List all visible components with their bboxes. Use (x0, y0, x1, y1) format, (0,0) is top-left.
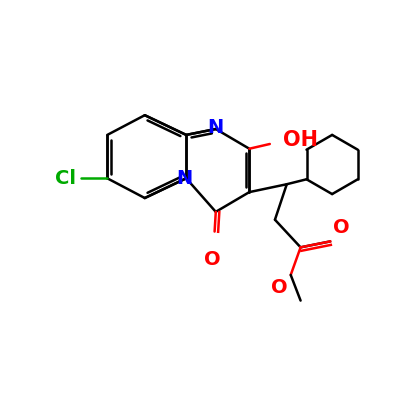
Text: N: N (176, 169, 192, 188)
Text: OH: OH (283, 130, 318, 150)
Text: N: N (208, 118, 224, 136)
Text: O: O (333, 218, 350, 237)
Text: Cl: Cl (55, 169, 76, 188)
Text: O: O (271, 278, 288, 297)
Text: O: O (204, 250, 221, 269)
